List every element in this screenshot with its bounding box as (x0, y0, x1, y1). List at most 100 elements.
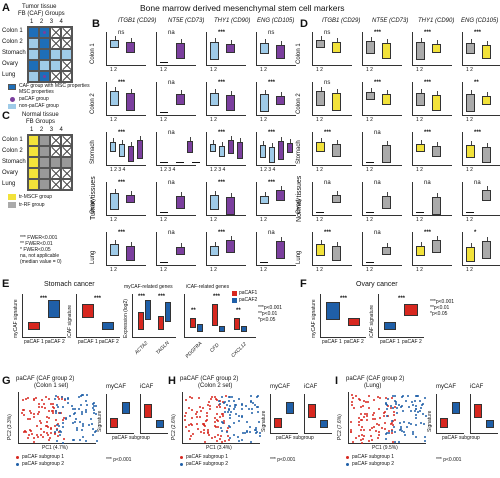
box (219, 146, 225, 157)
legend-e-swatch2 (232, 298, 237, 303)
box (416, 42, 425, 60)
scatter-point (358, 416, 360, 419)
scatter-point (222, 422, 225, 425)
scatter-point (363, 435, 366, 438)
pca-xsub-i: paCAF subgroup (442, 435, 480, 441)
panel-f-mycaf-plot (320, 294, 366, 338)
box (287, 143, 293, 153)
scatter-point (224, 395, 227, 398)
scatter-point (188, 423, 191, 426)
whisker (336, 38, 338, 42)
scatter-point (47, 434, 50, 437)
significance-label: *** (424, 230, 432, 236)
x-axis-labels: 1 2 (110, 67, 117, 73)
mini-plot (412, 82, 452, 116)
scatter-point (394, 399, 397, 402)
scatter-point (202, 423, 205, 426)
scatter-point (35, 433, 38, 436)
scatter-point (45, 415, 48, 418)
scatter-point (401, 394, 404, 397)
scatter-point (364, 413, 367, 416)
scatter-point (350, 404, 353, 406)
panel-label-c: C (2, 110, 10, 122)
box (416, 93, 425, 106)
gene-d-1: ITGB1 (CD29) (322, 18, 361, 24)
x-axis-labels: 1 2 (210, 117, 217, 123)
grid-cell (28, 71, 39, 82)
x-axis-labels: 1 2 (416, 167, 423, 173)
scatter-point (393, 406, 396, 409)
x-axis-labels: 1 2 (316, 167, 323, 173)
pca-signature-g: Signature (97, 410, 103, 432)
grid-cell (50, 168, 61, 179)
scatter-point (64, 398, 67, 401)
box (176, 247, 185, 255)
scatter-point (38, 411, 41, 414)
box (126, 93, 135, 111)
scatter-point (89, 418, 92, 421)
row-label-b: Colon 2 (90, 93, 96, 114)
pca-mycaf-h: myCAF (270, 384, 290, 390)
scatter-point (190, 408, 193, 411)
box (366, 92, 375, 100)
scatter-point (240, 438, 243, 441)
scatter-point (228, 405, 231, 408)
scatter-point (415, 413, 418, 416)
scatter-point (390, 428, 393, 431)
scatter-point (24, 397, 27, 400)
scatter-point (188, 406, 190, 409)
mini-plot (462, 82, 500, 116)
box (110, 193, 119, 210)
scatter-point (414, 407, 417, 410)
scatter-point (389, 404, 392, 407)
whisker (114, 240, 116, 244)
scatter-point (227, 400, 230, 403)
scatter-point (393, 411, 396, 414)
x-axis-labels: 1 2 (366, 67, 373, 73)
scatter-point (92, 403, 95, 406)
mini-plot (156, 132, 196, 166)
box (228, 140, 234, 154)
scatter-point (351, 394, 354, 397)
box-acta2-2 (145, 300, 151, 320)
scatter-point (189, 423, 192, 426)
scatter-point (376, 396, 379, 399)
legend-dot-sub1 (180, 456, 183, 459)
box (332, 195, 341, 203)
whisker (320, 36, 322, 40)
box (432, 95, 441, 111)
scatter-point (386, 415, 389, 418)
whisker (231, 136, 232, 140)
scatter-point (258, 431, 261, 434)
whisker (272, 143, 273, 147)
scatter-point (56, 405, 59, 408)
e-x2b: paCAF 2 (99, 339, 119, 345)
pca-ylabel-i: PC2 (7.6%) (337, 414, 343, 440)
pca-legend-1: paCAF subgroup 1 (186, 454, 228, 460)
scatter-point (253, 404, 256, 407)
scatter-point (411, 400, 414, 403)
scatter-point (26, 418, 29, 421)
scatter-point (250, 401, 253, 404)
mini-plot (256, 232, 296, 266)
scatter-point (227, 427, 230, 430)
scatter-point (361, 419, 364, 422)
scatter-point (52, 411, 55, 414)
scatter-point (73, 420, 76, 423)
whisker (214, 242, 216, 246)
whisker (336, 191, 338, 195)
mini-plot (206, 182, 246, 216)
grid-cell (39, 49, 50, 60)
whisker (420, 242, 422, 246)
scatter-point (187, 430, 190, 433)
scatter-point (367, 406, 370, 409)
scatter-point (71, 405, 74, 407)
mycaf-box-plot (270, 394, 298, 434)
significance-label: na (168, 80, 175, 86)
scatter-point (94, 405, 97, 408)
sig-cfd: *** (213, 294, 221, 300)
scatter-point (20, 412, 23, 415)
gene-b-4: ENG (CD105) (257, 18, 295, 24)
scatter-point (412, 404, 415, 407)
mini-plot (106, 132, 146, 166)
